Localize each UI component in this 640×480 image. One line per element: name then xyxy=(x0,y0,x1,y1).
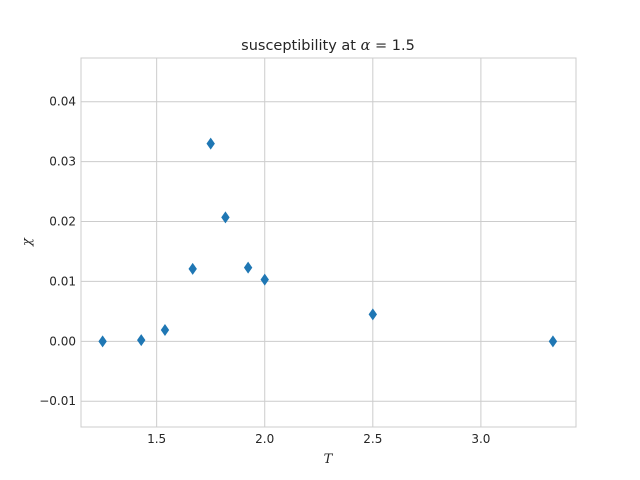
data-point-diamond xyxy=(137,334,146,347)
chart-title-symbol: α xyxy=(361,38,371,54)
data-point-diamond xyxy=(243,261,253,274)
x-tick-labels: 1.5 2.0 2.5 3.0 xyxy=(147,432,490,446)
data-point-diamond xyxy=(188,262,197,275)
x-axis-label: T xyxy=(324,452,334,467)
x-tick-label: 3.0 xyxy=(471,432,490,446)
y-tick-label: −0.01 xyxy=(39,394,76,408)
y-tick-labels: −0.01 0.00 0.01 0.02 0.03 0.04 xyxy=(39,95,76,409)
x-tick-label: 2.0 xyxy=(255,432,274,446)
data-point-diamond xyxy=(548,335,558,348)
chart-title-value: 1.5 xyxy=(392,38,415,54)
chart-title-equals: = xyxy=(370,38,391,54)
data-point-diamond xyxy=(260,273,269,286)
x-tick-label: 2.5 xyxy=(363,432,382,446)
data-point-diamond xyxy=(221,211,230,224)
chart-title: susceptibility at α = 1.5 xyxy=(241,38,415,54)
data-point-diamond xyxy=(160,323,170,336)
y-tick-label: 0.01 xyxy=(49,274,76,288)
y-tick-label: 0.03 xyxy=(49,155,76,169)
plot-frame xyxy=(80,57,577,428)
grid-lines xyxy=(81,58,576,427)
y-tick-label: 0.04 xyxy=(49,95,76,109)
y-tick-label: 0.00 xyxy=(49,334,76,348)
chart-title-prefix: susceptibility at xyxy=(241,38,360,54)
data-markers xyxy=(98,137,558,348)
data-point-diamond xyxy=(98,335,107,348)
x-tick-label: 1.5 xyxy=(147,432,166,446)
data-point-diamond xyxy=(368,308,378,321)
data-point-diamond xyxy=(206,137,215,150)
y-tick-label: 0.02 xyxy=(49,215,76,229)
y-axis-label: χ xyxy=(20,237,35,247)
